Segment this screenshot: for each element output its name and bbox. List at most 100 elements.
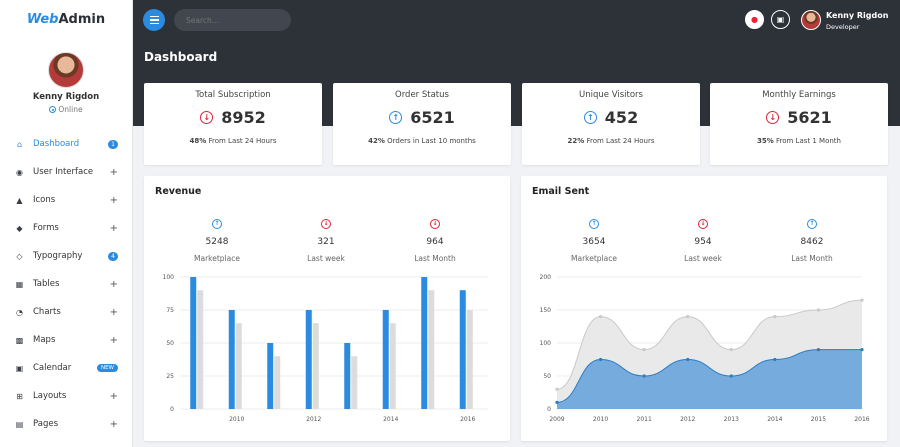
data-point (860, 348, 864, 352)
x-tick-label: 2016 (854, 416, 869, 423)
sidebar-item-label: Calendar (33, 363, 72, 373)
x-tick-label: 2015 (811, 416, 826, 423)
data-point (598, 315, 603, 319)
mini-stat-value: 5248 (205, 237, 229, 247)
sidebar-badge: 1 (108, 139, 118, 149)
revenue-bar-chart: 0 25 50 75 100 2010 2012 2014 2016 (163, 274, 488, 423)
bar-series-2 (274, 356, 281, 409)
home-icon: ⌂ (16, 139, 23, 149)
expand-plus-icon[interactable]: + (109, 222, 118, 234)
x-tick-label: 2016 (460, 416, 475, 423)
revenue-mini-stat: ↑ 5248 Marketplace (177, 210, 257, 263)
stat-percent: 35% (757, 137, 774, 145)
mini-stat-label: Last Month (791, 254, 833, 263)
user-avatar[interactable] (801, 10, 821, 30)
stat-description: From Last 24 Hours (206, 137, 277, 145)
expand-plus-icon[interactable]: + (109, 390, 118, 402)
expand-plus-icon[interactable]: + (109, 306, 118, 318)
expand-plus-icon[interactable]: + (109, 334, 118, 346)
bar-series-1 (228, 310, 235, 409)
email-sent-card: Email Sent ↑ 3654 Marketplace ↓ 954 Last … (521, 176, 887, 441)
stat-card-monthly-earnings: Monthly Earnings ↓ 5621 35% From Last 1 M… (710, 83, 888, 165)
bar-series-2 (466, 310, 473, 409)
brand-logo-part2: Admin (58, 11, 106, 27)
brand-logo[interactable]: Web Admin (0, 0, 132, 38)
stat-card-order-status: Order Status ↑ 6521 42% Orders in Last 10… (333, 83, 511, 165)
data-point (642, 348, 646, 352)
sidebar-item-dashboard[interactable]: ⌂ Dashboard 1 (0, 130, 132, 158)
sidebar-item-tables[interactable]: ▦ Tables + (0, 270, 132, 298)
stat-subtitle: 42% Orders in Last 10 months (333, 137, 511, 145)
drop-icon: ▲ (16, 195, 23, 205)
stat-value: 452 (604, 108, 639, 127)
stat-description: From Last 24 Hours (584, 137, 655, 145)
bar-series-2 (389, 323, 396, 409)
arrow-down-icon: ↓ (698, 218, 708, 229)
sidebar-item-label: Typography (33, 251, 83, 261)
data-point (860, 298, 864, 302)
sidebar-item-icons[interactable]: ▲ Icons + (0, 186, 132, 214)
expand-plus-icon[interactable]: + (109, 278, 118, 290)
hamburger-menu-button[interactable] (143, 9, 165, 31)
sidebar-item-typography[interactable]: ◇ Typography 4 (0, 242, 132, 270)
expand-plus-icon[interactable]: + (109, 166, 118, 178)
x-tick-label: 2010 (229, 416, 244, 423)
user-name[interactable]: Kenny Rigdon (826, 11, 889, 20)
notification-bell-icon[interactable]: ● (745, 10, 764, 29)
arrow-up-icon: ↑ (807, 218, 817, 229)
x-tick-label: 2012 (680, 416, 695, 423)
search-input[interactable] (174, 9, 291, 31)
data-point (729, 348, 733, 352)
data-point (816, 308, 821, 312)
data-point (598, 357, 603, 362)
y-tick-label: 100 (163, 274, 175, 281)
mini-stat-value: 954 (694, 237, 712, 247)
bar-series-1 (267, 343, 274, 409)
expand-plus-icon[interactable]: + (109, 418, 118, 430)
sidebar-item-forms[interactable]: ◆ Forms + (0, 214, 132, 242)
stat-title: Order Status (395, 90, 449, 100)
profile-avatar[interactable] (48, 52, 84, 88)
bar-series-1 (190, 277, 197, 409)
mini-stat-label: Last week (684, 254, 722, 263)
sidebar-item-label: Dashboard (33, 139, 80, 149)
sidebar-item-calendar[interactable]: ▣ Calendar NEW (0, 354, 132, 382)
sidebar-item-label: Forms (33, 223, 59, 233)
sidebar-item-user-interface[interactable]: ◉ User Interface + (0, 158, 132, 186)
profile-status: Online (0, 105, 132, 114)
stat-value: 8952 (221, 108, 266, 127)
stat-value: 5621 (787, 108, 832, 127)
y-tick-label: 0 (547, 406, 551, 413)
brand-logo-part1: Web (26, 11, 59, 27)
sidebar-item-charts[interactable]: ◔ Charts + (0, 298, 132, 326)
profile-status-label: Online (58, 105, 83, 114)
sidebar-item-pages[interactable]: ▤ Pages + (0, 410, 132, 438)
expand-plus-icon[interactable]: + (109, 194, 118, 206)
mini-stat-value: 321 (317, 237, 335, 247)
sidebar-item-label: Pages (33, 419, 59, 429)
sidebar-item-layouts[interactable]: ⊞ Layouts + (0, 382, 132, 410)
sidebar-badge: NEW (96, 364, 118, 372)
arrow-down-icon: ↓ (430, 218, 440, 229)
data-point (555, 400, 559, 404)
revenue-card-title: Revenue (155, 186, 202, 197)
sidebar-item-label: Maps (33, 335, 56, 345)
x-tick-label: 2013 (724, 416, 739, 423)
stat-subtitle: 48% From Last 24 Hours (144, 137, 322, 145)
stat-percent: 22% (567, 137, 585, 145)
stat-title: Total Subscription (195, 90, 271, 100)
revenue-mini-stat: ↓ 964 Last Month (395, 210, 475, 263)
sidebar-item-label: Icons (33, 195, 56, 205)
data-point (686, 315, 690, 319)
stat-description: Orders in Last 10 months (384, 137, 476, 145)
arrow-up-icon: ↑ (583, 111, 597, 124)
file-icon: ▤ (15, 419, 24, 429)
bar-series-1 (459, 290, 466, 409)
y-tick-label: 100 (540, 340, 552, 347)
data-point (773, 357, 777, 362)
sidebar-item-maps[interactable]: ▩ Maps + (0, 326, 132, 354)
page-title: Dashboard (144, 50, 218, 64)
mini-stat-label: Last week (307, 254, 345, 263)
y-tick-label: 25 (166, 373, 174, 380)
fullscreen-icon[interactable]: ▣ (771, 10, 790, 29)
